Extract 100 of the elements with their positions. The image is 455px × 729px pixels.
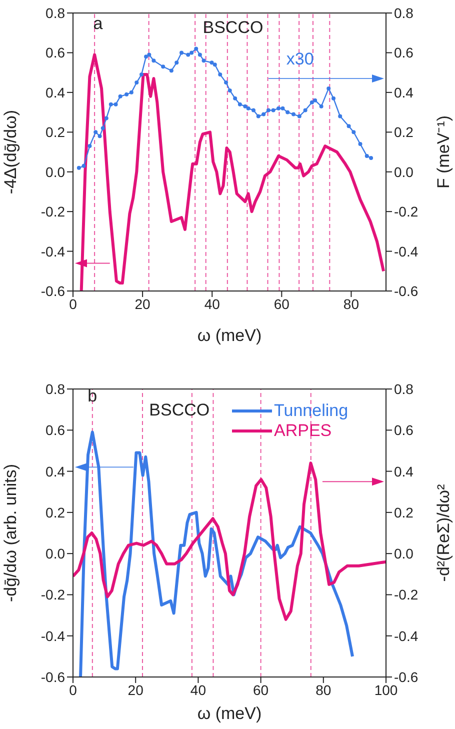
y2-tick-label: 0.6 [394, 422, 414, 438]
point [129, 90, 134, 94]
point [202, 58, 206, 63]
y2-tick-label: 0.2 [394, 504, 414, 520]
x-tick-label: 0 [69, 682, 78, 698]
y-tick-label: 0.0 [46, 546, 66, 562]
y2-tick-label: 0.0 [394, 164, 414, 180]
y2-tick-label: 0.0 [394, 546, 414, 562]
point [180, 50, 184, 55]
y2-tick-label: 0.6 [394, 44, 414, 61]
point [114, 102, 118, 106]
annotation: x30 [286, 50, 314, 69]
x-tick-label: 0 [69, 296, 78, 312]
y-tick-label: 0.4 [46, 84, 66, 100]
point [82, 164, 86, 168]
point [228, 88, 232, 92]
x-axis-title: ω (meV) [197, 326, 262, 345]
annotation: BSCCO [149, 400, 210, 420]
x-tick-label: 80 [316, 682, 332, 698]
y-tick-label: 0.6 [46, 44, 66, 61]
point [224, 80, 228, 84]
point [152, 58, 156, 63]
y2-axis-title: -d²(ReΣ)/dω² [434, 484, 453, 582]
x-tick-label: 20 [128, 682, 144, 698]
point [364, 154, 369, 158]
x-tick-label: 60 [253, 682, 269, 698]
y-tick-label: 0.6 [46, 422, 66, 438]
y2-axis-title: F (meV⁻¹) [434, 115, 453, 189]
y2-tick-label: 0.4 [394, 84, 414, 100]
y2-tick-label: -0.4 [394, 628, 418, 644]
point [140, 72, 144, 77]
point [238, 102, 242, 106]
y-tick-label: -0.6 [40, 668, 66, 685]
y-tick-label: 0.2 [46, 124, 66, 140]
point [100, 126, 105, 130]
y-tick-label: -0.6 [40, 282, 66, 299]
point [174, 60, 179, 65]
point [251, 108, 256, 112]
y2-tick-label: -0.2 [394, 204, 418, 220]
point [218, 72, 222, 77]
point [286, 110, 290, 114]
point [144, 54, 148, 59]
y-axis-title: -4Δ(dḡ/dω) [1, 110, 20, 194]
point [76, 166, 81, 170]
y-tick-label: -0.2 [40, 204, 66, 220]
point [369, 156, 374, 160]
y2-tick-label: 0.8 [394, 380, 414, 397]
point [212, 62, 217, 67]
y2-tick-label: 0.4 [394, 463, 414, 480]
annotation: b [88, 386, 98, 406]
point [190, 50, 194, 55]
point [346, 124, 351, 128]
point [243, 104, 248, 108]
point [271, 108, 276, 112]
point [319, 104, 324, 108]
y-tick-label: 0.0 [46, 164, 66, 180]
point [198, 52, 202, 57]
point [118, 94, 122, 98]
x-tick-label: 20 [134, 296, 151, 312]
y2-tick-label: 0.8 [394, 4, 414, 21]
point [94, 130, 98, 134]
y2-tick-label: -0.2 [394, 586, 418, 603]
y-tick-label: -0.2 [40, 586, 66, 603]
y-axis-title: -dḡ/dω (arb. units) [1, 464, 20, 602]
y-tick-label: -0.4 [40, 243, 66, 260]
point [266, 108, 270, 112]
point [276, 106, 281, 110]
point [98, 134, 102, 138]
point [256, 114, 260, 118]
y2-tick-label: -0.4 [394, 243, 418, 260]
point [303, 108, 308, 112]
point [352, 130, 356, 134]
annotation: BSCCO [202, 18, 264, 37]
point [297, 114, 302, 118]
y-tick-label: 0.8 [46, 380, 66, 397]
x-axis-title: ω (meV) [197, 704, 262, 723]
point [313, 98, 318, 102]
point [310, 100, 314, 104]
y-tick-label: -0.4 [40, 628, 66, 644]
point [194, 46, 198, 51]
point [161, 64, 166, 69]
y2-tick-label: -0.6 [394, 282, 418, 299]
x-tick-label: 60 [274, 296, 290, 312]
point [169, 68, 174, 73]
point [186, 52, 190, 57]
annotation: a [93, 14, 104, 33]
point [326, 86, 331, 90]
y-tick-label: 0.2 [46, 504, 66, 520]
x-tick-label: 40 [204, 296, 220, 312]
point [124, 92, 129, 96]
point [358, 142, 362, 146]
point [246, 106, 250, 110]
point [280, 106, 285, 110]
y-tick-label: 0.4 [46, 463, 66, 480]
point [262, 112, 266, 116]
y2-tick-label: 0.2 [394, 124, 414, 140]
y-tick-label: 0.8 [46, 4, 66, 21]
point [338, 114, 342, 118]
point [88, 144, 92, 148]
x-tick-label: 40 [190, 682, 206, 698]
